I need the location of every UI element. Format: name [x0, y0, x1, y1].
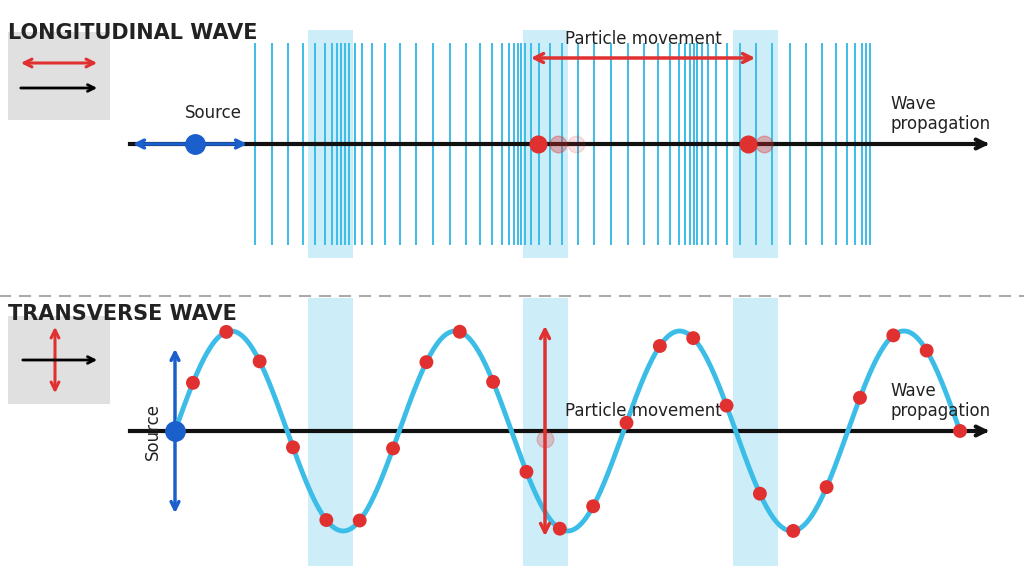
Point	[618, 418, 635, 427]
Point	[485, 377, 502, 386]
Bar	[733, 298, 778, 566]
Bar	[308, 30, 353, 258]
Point	[685, 334, 701, 343]
Text: Wave
propagation: Wave propagation	[890, 382, 990, 420]
Point	[585, 502, 601, 511]
Bar	[733, 30, 778, 258]
Bar	[523, 298, 568, 566]
Point	[318, 516, 335, 525]
Point	[719, 401, 735, 410]
Point	[818, 483, 835, 492]
Text: Source: Source	[144, 403, 162, 460]
Point	[385, 444, 401, 453]
Text: TRANSVERSE WAVE: TRANSVERSE WAVE	[8, 304, 237, 324]
Text: LONGITUDINAL WAVE: LONGITUDINAL WAVE	[8, 23, 257, 43]
Text: Wave
propagation: Wave propagation	[890, 94, 990, 134]
Bar	[308, 298, 353, 566]
Text: Particle movement: Particle movement	[565, 402, 722, 420]
Point	[952, 426, 969, 435]
Point	[218, 327, 234, 336]
Point	[518, 467, 535, 476]
Point	[785, 526, 802, 536]
Bar	[8, 316, 110, 404]
Point	[351, 516, 368, 525]
Point	[452, 327, 468, 336]
Bar	[8, 32, 110, 120]
Point	[552, 524, 568, 533]
Point	[252, 357, 268, 366]
Point	[852, 393, 868, 403]
Point	[885, 331, 901, 340]
Point	[418, 358, 434, 367]
Bar	[523, 30, 568, 258]
Text: Particle movement: Particle movement	[564, 30, 721, 48]
Point	[285, 443, 301, 452]
Point	[651, 342, 668, 351]
Point	[919, 346, 935, 355]
Point	[184, 378, 201, 388]
Text: Source: Source	[185, 104, 242, 122]
Point	[752, 489, 768, 498]
